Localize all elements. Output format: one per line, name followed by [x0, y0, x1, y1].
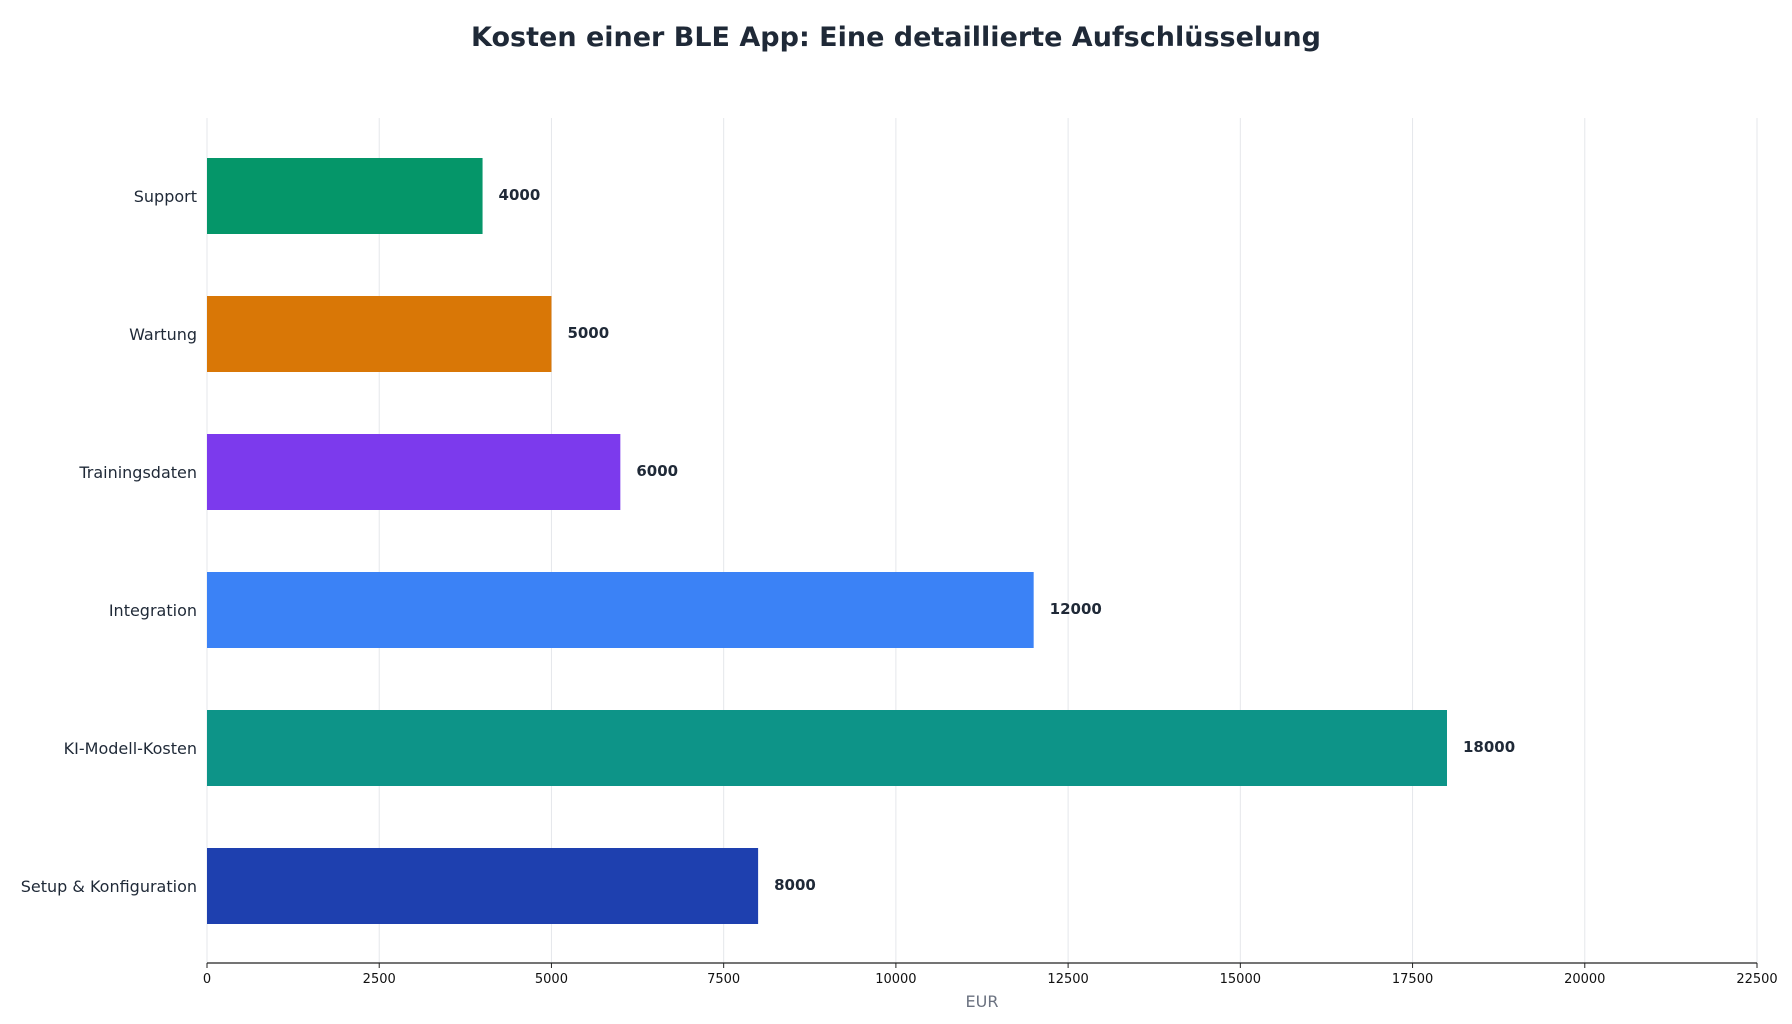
value-label: 6000 — [636, 462, 678, 480]
x-axis: 0 2500 5000 7500 10000 12500 15000 17500 20000 22… — [203, 962, 1778, 987]
value-label: 8000 — [774, 876, 816, 894]
x-tick-label: 5000 — [535, 972, 568, 987]
bar — [207, 710, 1447, 786]
bars — [207, 158, 1447, 924]
x-tick-label: 7500 — [707, 972, 740, 987]
x-tick-label: 2500 — [363, 972, 396, 987]
x-tick-label: 12500 — [1047, 972, 1088, 987]
x-tick-label: 15000 — [1220, 972, 1261, 987]
category-label: KI-Modell-Kosten — [64, 739, 197, 758]
x-tick-label: 0 — [203, 972, 211, 987]
x-tick-label: 20000 — [1564, 972, 1605, 987]
x-tick-label: 17500 — [1392, 972, 1433, 987]
value-label: 18000 — [1463, 738, 1515, 756]
x-tick-label: 22500 — [1736, 972, 1777, 987]
value-label: 5000 — [567, 324, 609, 342]
bar — [207, 572, 1034, 648]
bar — [207, 158, 483, 234]
category-label: Integration — [109, 601, 197, 620]
category-label: Wartung — [129, 325, 197, 344]
category-label: Trainingsdaten — [78, 463, 197, 482]
value-label: 12000 — [1050, 600, 1102, 618]
x-tick-label: 10000 — [875, 972, 916, 987]
value-labels: 8000 18000 12000 6000 5000 4000 — [499, 186, 1516, 894]
category-labels: Setup & Konfiguration KI-Modell-Kosten Int… — [21, 187, 197, 896]
bar — [207, 848, 759, 924]
chart-title: Kosten einer BLE App: Eine detaillierte … — [471, 22, 1321, 53]
category-label: Setup & Konfiguration — [21, 877, 197, 896]
grid-lines — [206, 118, 1758, 963]
bar — [207, 296, 552, 372]
bar — [207, 434, 621, 510]
category-label: Support — [134, 187, 197, 206]
x-axis-title: EUR — [966, 992, 999, 1011]
value-label: 4000 — [499, 186, 541, 204]
